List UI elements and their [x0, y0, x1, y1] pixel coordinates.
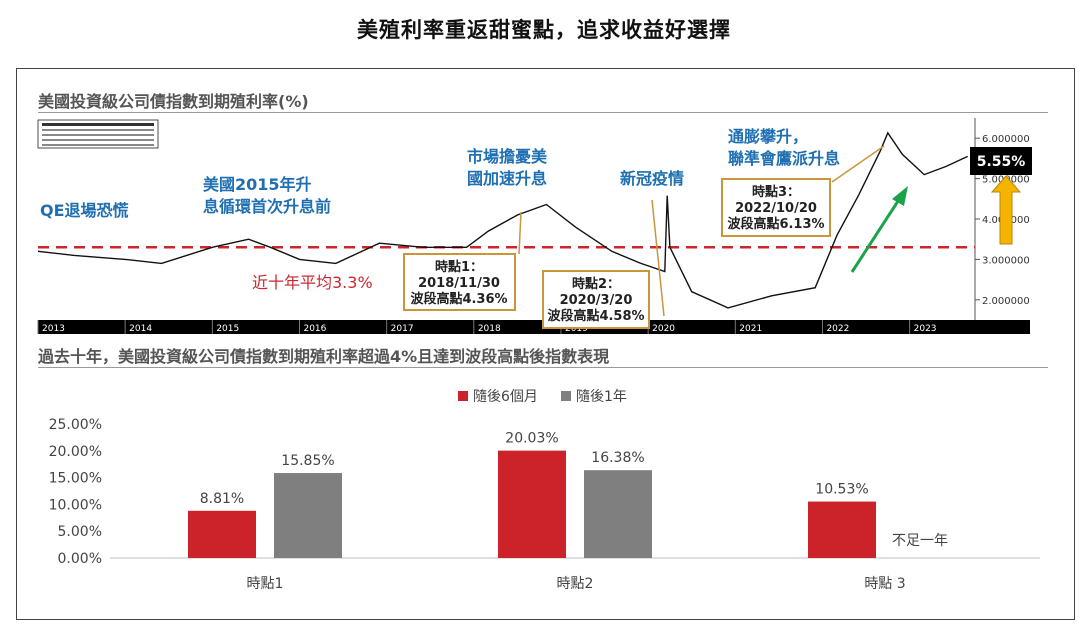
line-chart-title-rule: [38, 112, 1048, 113]
callout-1-connector: [518, 211, 522, 255]
line-x-axis-bar: [38, 320, 1030, 334]
line-x-tick-label: 2021: [739, 324, 762, 334]
bar-chart-title-rule: [38, 367, 1048, 368]
svg-text:5.55%: 5.55%: [977, 154, 1026, 170]
annotation-covid: 新冠疫情: [620, 169, 684, 188]
content-frame: [16, 68, 1075, 620]
annotation-inflation: 通膨攀升，聯準會鷹派升息: [728, 127, 840, 168]
svg-text:2022/10/20: 2022/10/20: [735, 201, 817, 216]
last-value-tag: 5.55%: [970, 147, 1032, 175]
terminal-legend-box: [37, 119, 159, 149]
line-y-tick-label: 3.000000: [982, 255, 1030, 266]
line-chart-title: 美國投資級公司債指數到期殖利率(%): [38, 92, 309, 111]
line-x-tick-label: 2016: [303, 324, 326, 334]
svg-text:時點1：: 時點1：: [435, 259, 483, 275]
yield-series-line: [37, 131, 968, 309]
line-x-tick-label: 2013: [42, 324, 65, 334]
line-x-tick-label: 2018: [478, 324, 501, 334]
line-y-tick-label: 6.000000: [982, 134, 1030, 145]
annotation-rate-fear: 市場擔憂美國加速升息: [467, 147, 548, 188]
line-x-tick-label: 2017: [391, 324, 414, 334]
svg-text:時點3：: 時點3：: [752, 184, 800, 200]
line-x-axis: 2013201420152016201720182019202020212022…: [37, 320, 1030, 334]
line-x-tick-label: 2022: [826, 324, 849, 334]
average-label: 近十年平均3.3%: [252, 273, 373, 292]
svg-text:波段高點4.58%: 波段高點4.58%: [547, 308, 644, 324]
line-x-tick-label: 2014: [129, 324, 152, 334]
trend-arrow: [850, 186, 908, 273]
bar-chart-title: 過去十年，美國投資級公司債指數到期殖利率超過4%且達到波段高點後指數表現: [38, 347, 610, 366]
callout-1: 時點1： 2018/11/30 波段高點4.36%: [403, 253, 516, 311]
annotation-qe-taper: QE退場恐慌: [40, 201, 129, 220]
svg-text:波段高點4.36%: 波段高點4.36%: [410, 291, 507, 307]
page-title: 美殖利率重返甜蜜點，追求收益好選擇: [357, 18, 731, 42]
annotation-2015-hike: 美國2015年升息循環首次升息前: [203, 175, 331, 216]
svg-text:2018/11/30: 2018/11/30: [418, 276, 500, 291]
callout-2-connector: [651, 199, 665, 317]
callout-2: 時點2： 2020/3/20 波段高點4.58%: [542, 270, 650, 329]
line-x-tick-label: 2023: [914, 324, 937, 334]
line-x-tick-label: 2015: [216, 324, 239, 334]
line-x-tick-label: 2020: [652, 324, 675, 334]
callout-3: 時點3： 2022/10/20 波段高點6.13%: [721, 178, 831, 237]
callout-3-connector: [831, 145, 885, 183]
line-y-tick-label: 2.000000: [982, 296, 1030, 307]
up-arrow-icon: [990, 175, 1022, 245]
svg-text:時點2：: 時點2：: [572, 276, 620, 292]
svg-text:2020/3/20: 2020/3/20: [560, 293, 633, 308]
svg-text:波段高點6.13%: 波段高點6.13%: [727, 216, 824, 232]
